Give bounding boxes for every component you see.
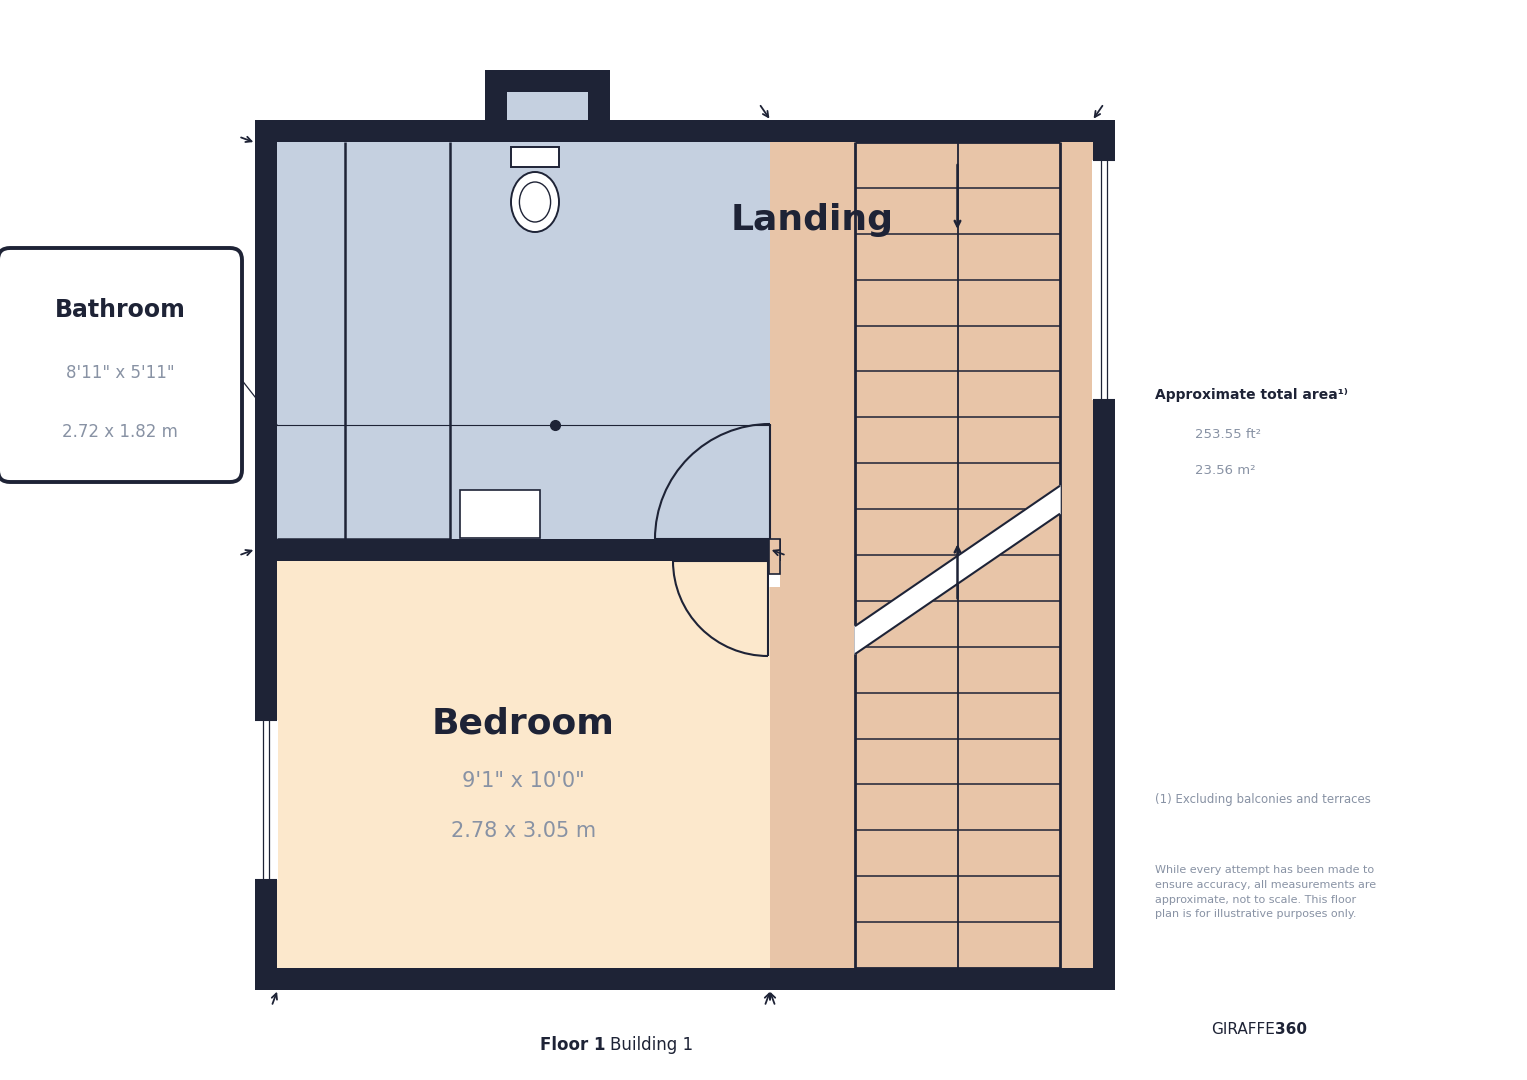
FancyBboxPatch shape — [0, 248, 241, 482]
Text: Building 1: Building 1 — [609, 1036, 693, 1054]
Bar — [770, 141, 1093, 968]
Bar — [770, 542, 780, 588]
Bar — [512, 147, 559, 167]
Text: 23.56 m²: 23.56 m² — [1196, 463, 1255, 476]
Bar — [770, 539, 780, 573]
Text: 9'1" x 10'0": 9'1" x 10'0" — [463, 771, 585, 791]
Ellipse shape — [512, 172, 559, 232]
Bar — [460, 490, 541, 538]
Bar — [486, 120, 609, 141]
Text: Approximate total area¹⁾: Approximate total area¹⁾ — [1154, 388, 1348, 402]
Bar — [255, 120, 1115, 141]
Text: While every attempt has been made to
ensure accuracy, all measurements are
appro: While every attempt has been made to ens… — [1154, 865, 1376, 919]
Bar — [507, 92, 588, 141]
Text: 360: 360 — [1275, 1023, 1307, 1038]
Bar — [253, 720, 278, 880]
Bar — [486, 70, 609, 92]
Bar — [460, 490, 541, 538]
Bar — [276, 141, 770, 550]
Bar — [255, 968, 1115, 990]
Text: 2.72 x 1.82 m: 2.72 x 1.82 m — [63, 423, 179, 441]
Bar — [255, 120, 276, 990]
Text: Bathroom: Bathroom — [55, 298, 185, 322]
Text: 2.78 x 3.05 m: 2.78 x 3.05 m — [450, 821, 596, 841]
Text: 8'11" x 5'11": 8'11" x 5'11" — [66, 364, 174, 382]
Text: 253.55 ft²: 253.55 ft² — [1196, 429, 1261, 442]
Bar — [255, 539, 780, 561]
Bar — [1092, 160, 1116, 400]
Text: GIRAFFE: GIRAFFE — [1211, 1023, 1275, 1038]
Bar — [1093, 120, 1115, 990]
Text: Landing: Landing — [731, 203, 893, 237]
Text: (1) Excluding balconies and terraces: (1) Excluding balconies and terraces — [1154, 794, 1371, 807]
Text: Bedroom: Bedroom — [432, 707, 615, 741]
Bar — [512, 147, 559, 167]
Bar — [486, 70, 507, 141]
Bar — [588, 70, 609, 141]
Bar — [276, 550, 770, 968]
Text: Floor 1: Floor 1 — [539, 1036, 605, 1054]
Polygon shape — [855, 486, 1060, 654]
